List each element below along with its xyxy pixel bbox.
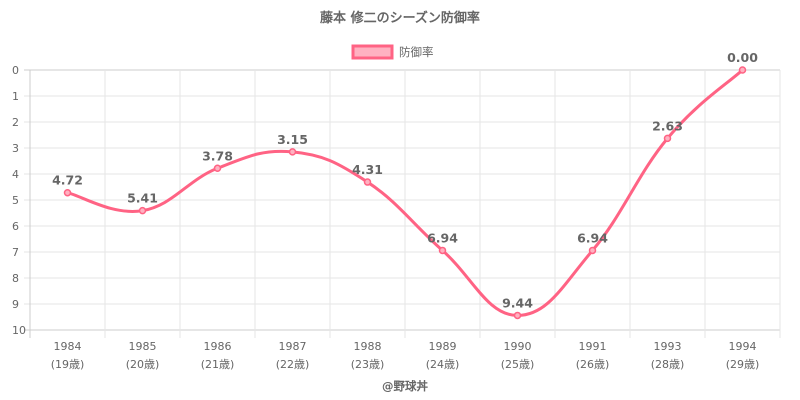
y-tick-label: 5 xyxy=(12,194,19,207)
x-tick-sublabel: (19歳) xyxy=(51,358,85,371)
y-tick-label: 2 xyxy=(12,116,19,129)
data-label: 4.72 xyxy=(52,173,83,188)
x-tick-sublabel: (26歳) xyxy=(576,358,610,371)
data-point xyxy=(588,246,597,255)
y-tick-label: 10 xyxy=(12,324,26,337)
x-tick-sublabel: (23歳) xyxy=(351,358,385,371)
data-label: 3.78 xyxy=(202,148,233,163)
x-tick-sublabel: (20歳) xyxy=(126,358,160,371)
data-point xyxy=(63,188,72,197)
data-point xyxy=(663,134,672,143)
y-tick-label: 0 xyxy=(12,64,19,77)
data-point xyxy=(438,246,447,255)
data-label: 3.15 xyxy=(277,132,308,147)
x-tick-sublabel: (22歳) xyxy=(276,358,310,371)
data-label: 6.94 xyxy=(577,230,608,245)
data-label: 4.31 xyxy=(352,162,383,177)
data-point xyxy=(513,311,522,320)
data-label: 0.00 xyxy=(727,50,758,65)
series-line xyxy=(67,68,744,317)
data-label: 5.41 xyxy=(127,191,158,206)
data-point xyxy=(288,148,297,156)
x-tick-label: 1985 xyxy=(129,340,157,353)
x-tick-label: 1984 xyxy=(54,340,82,353)
x-tick-label: 1988 xyxy=(354,340,382,353)
x-tick-label: 1993 xyxy=(654,340,682,353)
y-tick-label: 1 xyxy=(12,90,19,103)
data-point xyxy=(738,66,747,74)
chart-title: 藤本 修二のシーズン防御率 xyxy=(320,10,480,26)
data-point xyxy=(138,206,147,215)
x-tick-label: 1986 xyxy=(204,340,232,353)
x-tick-label: 1990 xyxy=(504,340,532,353)
x-tick-sublabel: (28歳) xyxy=(651,358,685,371)
y-tick-label: 8 xyxy=(12,272,19,285)
x-tick-sublabel: (25歳) xyxy=(501,358,535,371)
y-tick-label: 3 xyxy=(12,142,19,155)
data-point xyxy=(363,178,372,186)
x-tick-sublabel: (29歳) xyxy=(726,358,760,371)
x-tick-sublabel: (24歳) xyxy=(426,358,460,371)
x-tick-sublabel: (21歳) xyxy=(201,358,235,371)
y-tick-label: 4 xyxy=(12,168,19,181)
data-label: 6.94 xyxy=(427,230,458,245)
x-tick-label: 1994 xyxy=(729,340,757,353)
x-tick-label: 1987 xyxy=(279,340,307,353)
data-label: 2.63 xyxy=(652,118,683,133)
data-point xyxy=(213,164,222,173)
x-tick-label: 1989 xyxy=(429,340,457,353)
legend-swatch[interactable] xyxy=(351,44,394,60)
legend-label[interactable]: 防御率 xyxy=(399,45,434,59)
y-tick-label: 9 xyxy=(12,298,19,311)
y-tick-label: 6 xyxy=(12,220,19,233)
x-tick-label: 1991 xyxy=(579,340,607,353)
credit-text: @野球丼 xyxy=(382,379,428,393)
y-tick-label: 7 xyxy=(12,246,19,259)
data-label: 9.44 xyxy=(502,295,533,310)
